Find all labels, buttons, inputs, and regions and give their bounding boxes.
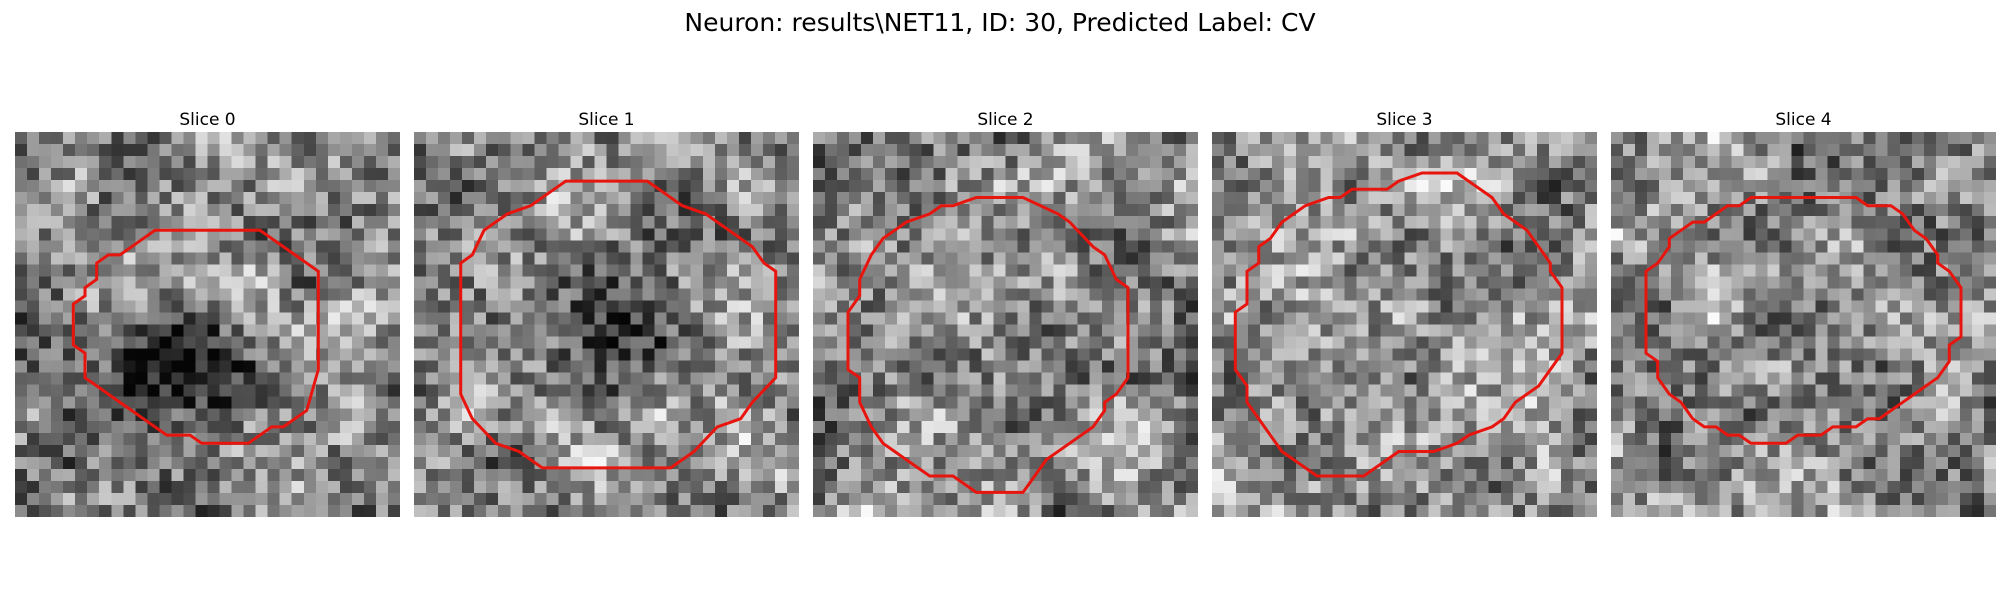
slice-title-3: Slice 3 <box>1376 110 1433 130</box>
slice-panel-4: Slice 4 <box>1611 108 1996 517</box>
slice-contour-2 <box>846 196 1130 494</box>
slice-title-1: Slice 1 <box>578 110 635 130</box>
slice-contour-1 <box>459 179 778 470</box>
slice-title-0: Slice 0 <box>179 110 236 130</box>
slice-contour-0 <box>71 228 320 445</box>
slice-panel-2: Slice 2 <box>813 108 1198 517</box>
slice-panel-0: Slice 0 <box>15 108 400 517</box>
slice-image-0 <box>15 132 400 517</box>
slice-panel-3: Slice 3 <box>1212 108 1597 517</box>
slice-contour-4 <box>1644 196 1963 445</box>
figure-title: Neuron: results\NET11, ID: 30, Predicted… <box>684 8 1316 37</box>
slice-contour-3 <box>1233 171 1564 478</box>
slice-title-4: Slice 4 <box>1775 110 1832 130</box>
slice-image-1 <box>414 132 799 517</box>
slice-panel-1: Slice 1 <box>414 108 799 517</box>
slice-title-2: Slice 2 <box>977 110 1034 130</box>
